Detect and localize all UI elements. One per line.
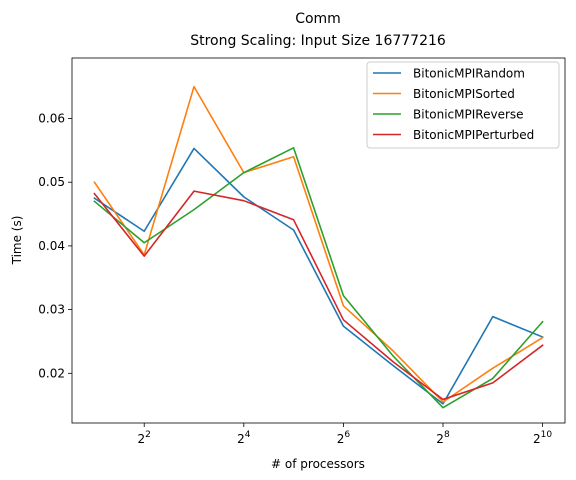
x-tick-label: 28: [436, 430, 450, 446]
y-axis-ticks: 0.02 0.03 0.04 0.05 0.06: [38, 112, 72, 380]
x-axis-ticks: 22 24 26 28 210: [138, 423, 552, 446]
series-line-4: [93, 190, 544, 401]
x-tick-label: 210: [533, 430, 552, 446]
plot-frame: [71, 57, 566, 424]
y-tick-label: 0.03: [38, 303, 65, 317]
legend-box: [366, 61, 560, 149]
legend-label: BitonicMPIReverse: [413, 108, 524, 122]
plot-lines: [93, 85, 544, 409]
chart-title: Comm: [295, 11, 341, 27]
legend-label: BitonicMPISorted: [413, 87, 515, 101]
legend-label: BitonicMPIRandom: [413, 67, 525, 81]
y-tick-label: 0.05: [38, 175, 65, 189]
series-line-2: [93, 85, 544, 403]
y-tick-label: 0.04: [38, 239, 65, 253]
x-tick-label: 26: [337, 430, 351, 446]
chart-subtitle: Strong Scaling: Input Size 16777216: [190, 33, 446, 49]
x-tick-label: 24: [237, 430, 251, 446]
y-axis-label: Time (s): [10, 216, 24, 266]
legend-label: BitonicMPIPerturbed: [413, 128, 534, 142]
y-tick-label: 0.06: [38, 112, 65, 126]
x-axis-label: # of processors: [271, 457, 365, 471]
legend: BitonicMPIRandom BitonicMPISorted BitonicM…: [366, 61, 560, 149]
series-line-3: [93, 147, 544, 409]
x-tick-label: 22: [138, 430, 151, 446]
series-line-1: [93, 147, 544, 405]
y-tick-label: 0.02: [38, 366, 65, 380]
